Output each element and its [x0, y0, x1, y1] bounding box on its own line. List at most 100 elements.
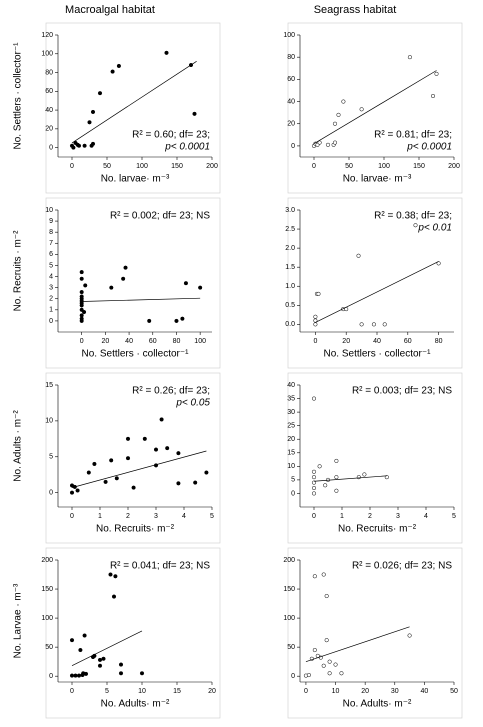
data-point: [371, 322, 376, 327]
data-point: [82, 633, 87, 638]
y-tick-label: 2.0: [285, 245, 295, 252]
x-tick-label: 2: [368, 513, 372, 520]
annotation: R² = 0.38; df= 23;: [374, 211, 452, 222]
y-tick-label: 200: [283, 557, 295, 564]
column-header: Seagrass habitat: [314, 4, 397, 16]
y-tick-label: 35: [287, 395, 295, 402]
y-tick-label: 40: [287, 382, 295, 389]
x-tick-label: 20: [208, 688, 216, 695]
y-tick-label: 20: [287, 121, 295, 128]
trend-line: [71, 60, 197, 144]
data-point: [332, 140, 338, 145]
x-tick-label: 1: [340, 513, 344, 520]
x-tick-label: 80: [435, 338, 443, 345]
y-axis-label: No. Adults · m⁻²: [13, 410, 24, 482]
x-tick-label: 4: [182, 513, 186, 520]
x-tick-label: 20: [361, 688, 369, 695]
y-tick-label: 3: [49, 284, 53, 291]
data-point: [332, 121, 338, 126]
data-point: [311, 485, 317, 491]
x-tick-label: 40: [125, 338, 133, 345]
y-tick-label: 25: [287, 423, 295, 430]
data-point: [97, 91, 103, 96]
y-tick-label: 20: [287, 436, 295, 443]
data-point: [311, 491, 317, 496]
x-axis-label: No. larvae· m⁻³: [343, 174, 412, 185]
x-tick-label: 100: [194, 338, 206, 345]
x-tick-label: 20: [342, 338, 350, 345]
x-tick-label: 15: [173, 688, 181, 695]
panel-border: [45, 22, 221, 194]
y-tick-label: 5: [49, 262, 53, 269]
y-tick-label: 100: [41, 51, 53, 58]
y-axis-label: No. Settlers · collector⁻¹: [13, 42, 24, 150]
data-point: [311, 475, 317, 480]
x-tick-label: 200: [206, 163, 218, 170]
data-point: [76, 673, 82, 678]
data-point: [90, 109, 96, 115]
data-point: [192, 111, 197, 116]
x-tick-label: 0: [313, 338, 317, 345]
x-tick-label: 5: [210, 513, 214, 520]
data-point: [321, 572, 326, 577]
y-tick-label: 1.5: [285, 264, 295, 271]
annotation: p< 0.0001: [164, 142, 210, 153]
annotation: R² = 0.041; df= 23; NS: [110, 561, 210, 572]
column-header: Macroalgal habitat: [65, 4, 155, 16]
y-tick-label: 9: [49, 218, 53, 225]
annotation: R² = 0.002; df= 23; NS: [110, 211, 210, 222]
y-tick-label: 40: [287, 98, 295, 105]
trend-line: [71, 450, 207, 488]
data-point: [118, 662, 124, 667]
data-point: [79, 276, 84, 281]
y-tick-label: 80: [45, 69, 53, 76]
data-point: [114, 476, 119, 481]
data-point: [101, 656, 106, 661]
trend-line: [315, 261, 439, 323]
x-tick-label: 10: [332, 688, 340, 695]
data-point: [109, 458, 114, 463]
data-point: [316, 291, 321, 296]
data-point: [339, 671, 344, 676]
data-point: [317, 464, 322, 469]
x-tick-label: 5: [452, 513, 456, 520]
data-point: [71, 145, 76, 150]
y-tick-label: 10: [45, 418, 53, 425]
data-point: [198, 285, 203, 290]
data-point: [174, 318, 179, 323]
data-point: [103, 479, 108, 484]
y-tick-label: 200: [41, 557, 53, 564]
x-tick-label: 100: [136, 163, 148, 170]
data-point: [73, 673, 78, 678]
data-point: [109, 285, 114, 290]
data-point: [69, 638, 75, 643]
data-point: [413, 223, 418, 228]
y-tick-label: 2: [49, 296, 53, 303]
data-point: [313, 322, 318, 327]
data-point: [164, 50, 169, 55]
data-point: [327, 659, 332, 664]
data-point: [311, 469, 317, 474]
data-point: [325, 142, 331, 147]
annotation: R² = 0.81; df= 23;: [374, 130, 452, 141]
x-tick-label: 150: [171, 163, 183, 170]
x-tick-label: 1: [98, 513, 102, 520]
data-point: [434, 71, 439, 76]
data-point: [306, 672, 311, 678]
y-tick-label: 0.5: [285, 302, 295, 309]
y-tick-label: 2.5: [285, 226, 295, 233]
data-point: [86, 470, 91, 475]
data-point: [147, 318, 152, 323]
x-tick-label: 0: [312, 513, 316, 520]
x-tick-label: 0: [304, 688, 308, 695]
data-point: [90, 141, 96, 146]
annotation: R² = 0.026; df= 23; NS: [352, 561, 452, 572]
y-tick-label: 0: [291, 143, 295, 150]
x-tick-label: 4: [424, 513, 428, 520]
data-point: [359, 107, 364, 112]
y-tick-label: 0: [49, 144, 53, 151]
data-point: [382, 322, 387, 327]
data-point: [79, 270, 84, 275]
data-point: [111, 594, 117, 599]
x-tick-label: 60: [149, 338, 157, 345]
